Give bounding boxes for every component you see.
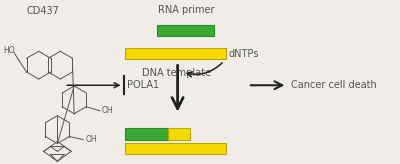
Bar bbox=[157, 25, 214, 36]
Text: dNTPs: dNTPs bbox=[228, 49, 258, 59]
Text: HO: HO bbox=[3, 46, 15, 55]
Bar bbox=[126, 48, 226, 59]
Text: OH: OH bbox=[85, 135, 97, 144]
Text: DNA template: DNA template bbox=[142, 68, 210, 78]
Text: RNA primer: RNA primer bbox=[158, 5, 214, 15]
Text: POLA1: POLA1 bbox=[128, 80, 160, 90]
Bar bbox=[126, 143, 226, 154]
Text: Cancer cell death: Cancer cell death bbox=[290, 80, 376, 90]
Text: CD437: CD437 bbox=[27, 6, 60, 16]
Bar bbox=[126, 128, 168, 140]
Text: OH: OH bbox=[102, 106, 114, 115]
Bar bbox=[168, 128, 190, 140]
